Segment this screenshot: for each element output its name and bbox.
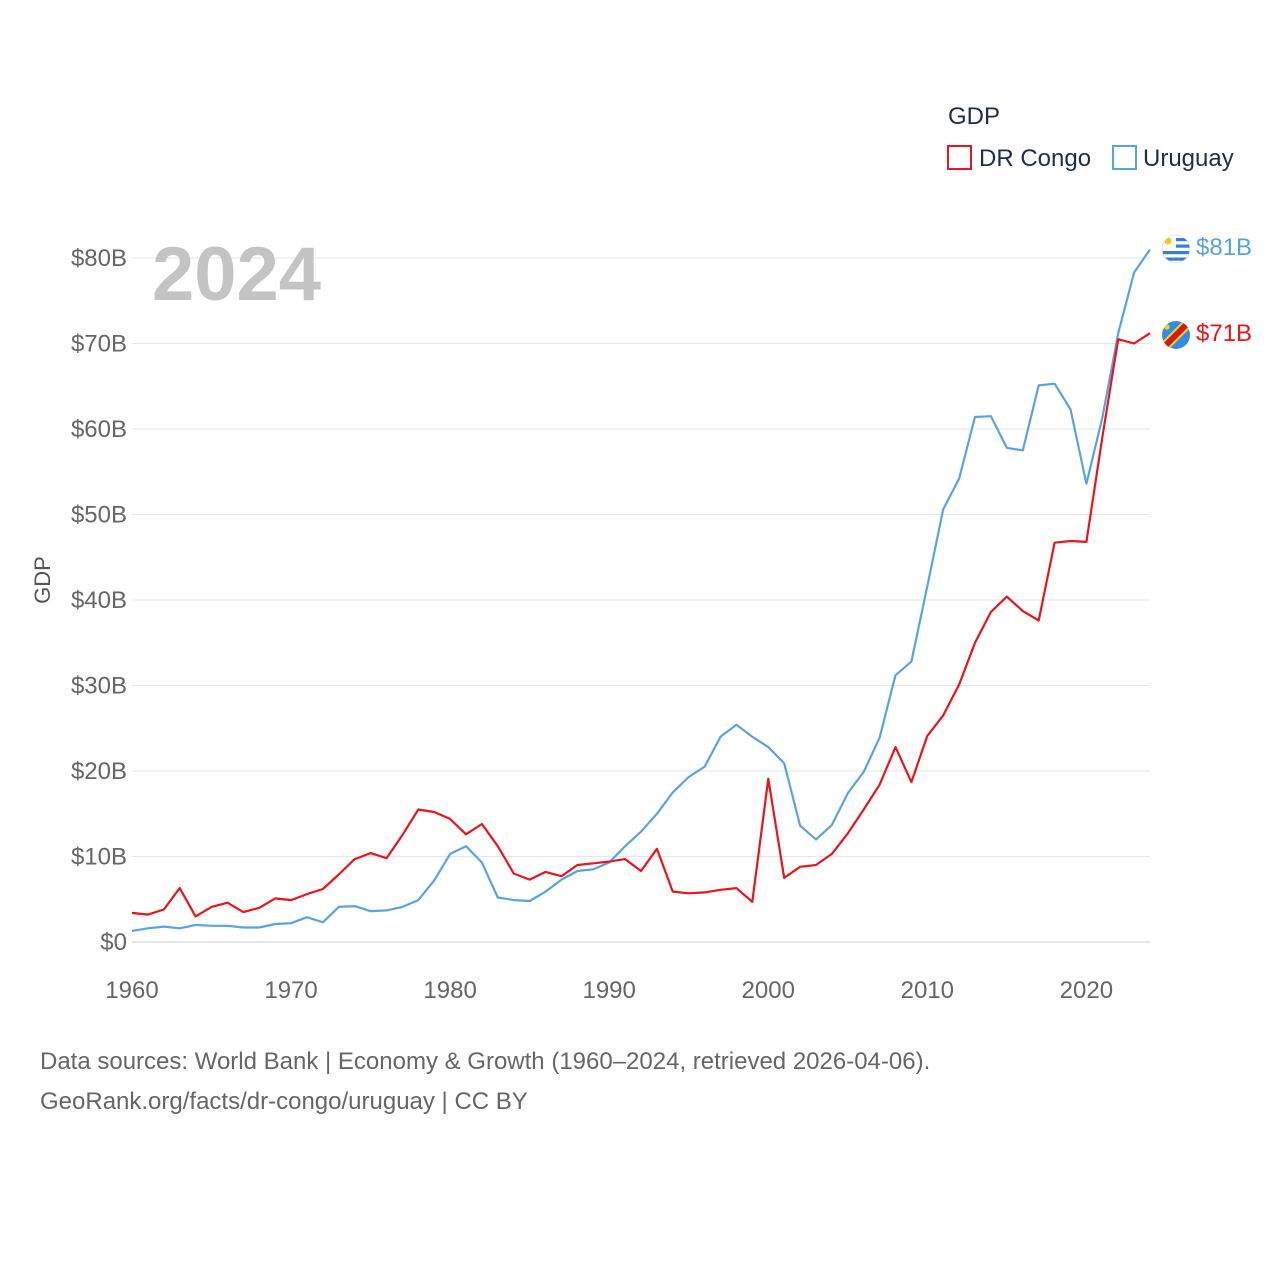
- x-tick-label: 2020: [1060, 977, 1113, 1004]
- dr-congo-flag-icon: [1162, 321, 1190, 349]
- y-tick-label: $10B: [71, 844, 127, 871]
- y-tick-label: $0: [100, 929, 127, 956]
- grid-lines: [132, 257, 1150, 943]
- uruguay-flag-icon: [1161, 234, 1191, 264]
- source-note: Data sources: World Bank | Economy & Gro…: [40, 1042, 1240, 1122]
- legend-label-uruguay: Uruguay: [1143, 145, 1234, 172]
- y-tick-label: $60B: [71, 416, 127, 443]
- source-line-1: Data sources: World Bank | Economy & Gro…: [40, 1048, 931, 1075]
- x-tick-label: 1990: [582, 977, 635, 1004]
- y-tick-label: $30B: [71, 673, 127, 700]
- legend-item-uruguay[interactable]: Uruguay: [1112, 145, 1234, 172]
- x-tick-label: 1960: [105, 977, 158, 1004]
- legend: GDP DR Congo Uruguay: [947, 103, 1234, 172]
- series-line-dr-congo[interactable]: [131, 332, 1151, 918]
- y-axis-ticks: $0 $10B $20B $30B $40B $50B $60B $70B $80B: [71, 245, 127, 956]
- x-axis-ticks: 1960 1970 1980 1990 2000 2010 2020: [105, 977, 1113, 1004]
- y-tick-label: $70B: [71, 331, 127, 358]
- x-tick-label: 1980: [423, 977, 476, 1004]
- y-axis-label: GDP: [30, 556, 55, 604]
- y-tick-label: $50B: [71, 502, 127, 529]
- legend-item-dr-congo[interactable]: DR Congo: [947, 145, 1091, 172]
- series-line-uruguay[interactable]: [131, 248, 1151, 932]
- year-label: 2024: [152, 232, 321, 317]
- y-tick-label: $40B: [71, 587, 127, 614]
- x-tick-label: 2000: [742, 977, 795, 1004]
- y-tick-label: $80B: [71, 245, 127, 272]
- gdp-line-chart: $0$10B$20B$30B$40B$50B$60B$70B$80B 1960 1…: [30, 103, 1252, 1004]
- x-tick-label: 1970: [264, 977, 317, 1004]
- legend-label-dr-congo: DR Congo: [979, 145, 1091, 172]
- series-lines: [131, 248, 1151, 932]
- legend-swatch-dr-congo: [947, 145, 972, 170]
- legend-title: GDP: [948, 103, 1000, 130]
- y-tick-label: $20B: [71, 758, 127, 785]
- legend-swatch-uruguay: [1112, 145, 1137, 170]
- x-tick-label: 2010: [901, 977, 954, 1004]
- end-label-uruguay: $81B: [1196, 234, 1252, 261]
- end-label-dr-congo: $71B: [1196, 320, 1252, 347]
- source-line-2[interactable]: GeoRank.org/facts/dr-congo/uruguay | CC …: [40, 1088, 528, 1115]
